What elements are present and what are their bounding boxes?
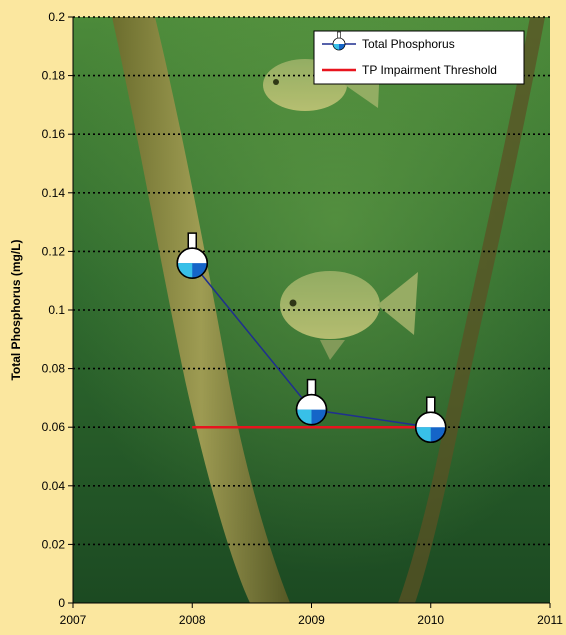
background-photo	[73, 17, 550, 603]
y-tick-label: 0.1	[48, 303, 65, 317]
legend-item-total-phosphorus: Total Phosphorus	[322, 31, 455, 51]
weed-stalk-right	[398, 17, 545, 603]
legend: Total Phosphorus TP Impairment Threshold	[313, 30, 525, 85]
y-tick-label: 0.2	[48, 10, 65, 24]
x-tick-label: 2011	[537, 613, 563, 627]
legend-item-threshold: TP Impairment Threshold	[322, 63, 497, 77]
y-tick-label: 0.16	[42, 127, 66, 141]
x-tick-label: 2010	[417, 613, 444, 627]
x-tick-labels: 2007 2008 2009 2010 2011	[60, 603, 563, 627]
y-tick-label: 0.06	[42, 420, 66, 434]
y-tick-label: 0.18	[42, 69, 66, 83]
legend-label-total-phosphorus: Total Phosphorus	[362, 37, 455, 51]
legend-box	[313, 30, 525, 85]
y-tick-label: 0.12	[42, 244, 66, 258]
x-tick-label: 2009	[298, 613, 325, 627]
y-tick-label: 0.02	[42, 537, 66, 551]
weed-stalk-left	[112, 17, 290, 603]
x-tick-label: 2007	[60, 613, 87, 627]
x-tick-label: 2008	[179, 613, 206, 627]
legend-label-threshold: TP Impairment Threshold	[362, 63, 497, 77]
series-layer	[176, 232, 447, 443]
fish-lower	[280, 271, 418, 360]
y-tick-labels: 0 0.02 0.04 0.06 0.08 0.1 0.12 0.14 0.16 0.18 0.2	[42, 10, 73, 610]
y-axis-label: Total Phosphorus (mg/L)	[9, 239, 23, 380]
y-tick-label: 0	[58, 596, 65, 610]
y-tick-label: 0.04	[42, 479, 66, 493]
y-tick-label: 0.08	[42, 362, 66, 376]
y-tick-label: 0.14	[42, 186, 66, 200]
